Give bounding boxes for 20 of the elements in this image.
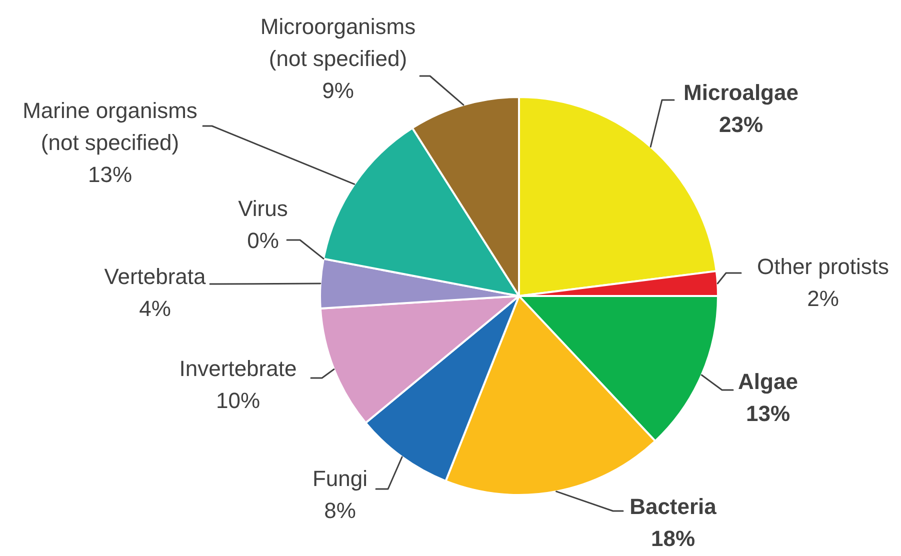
slice-label: Other protists	[756, 254, 890, 280]
slice-label: Algae	[738, 369, 798, 394]
data-label: 23%	[718, 112, 764, 138]
data-label: 9%	[322, 78, 354, 104]
text: 0%	[247, 228, 279, 254]
slice-label: Invertebrate	[179, 356, 297, 382]
slice-label: Fungi	[312, 466, 368, 492]
slice-label: Microorganisms (not specified)	[260, 14, 416, 72]
data-label: 10%	[216, 388, 260, 414]
data-label: 8%	[324, 498, 356, 524]
data-label: 13%	[88, 162, 132, 188]
slice-label: Marine organisms (not specified)	[22, 98, 198, 156]
slice-label: Vertebrata	[104, 264, 207, 290]
data-label: 18%	[650, 526, 696, 552]
data-label: 2%	[807, 286, 839, 312]
slice-label: Bacteria	[630, 494, 718, 520]
category-label: Virus	[238, 196, 288, 222]
slice-label: Microalgae	[684, 80, 798, 106]
data-label: 4%	[139, 296, 171, 322]
data-label: 13%	[746, 401, 790, 426]
